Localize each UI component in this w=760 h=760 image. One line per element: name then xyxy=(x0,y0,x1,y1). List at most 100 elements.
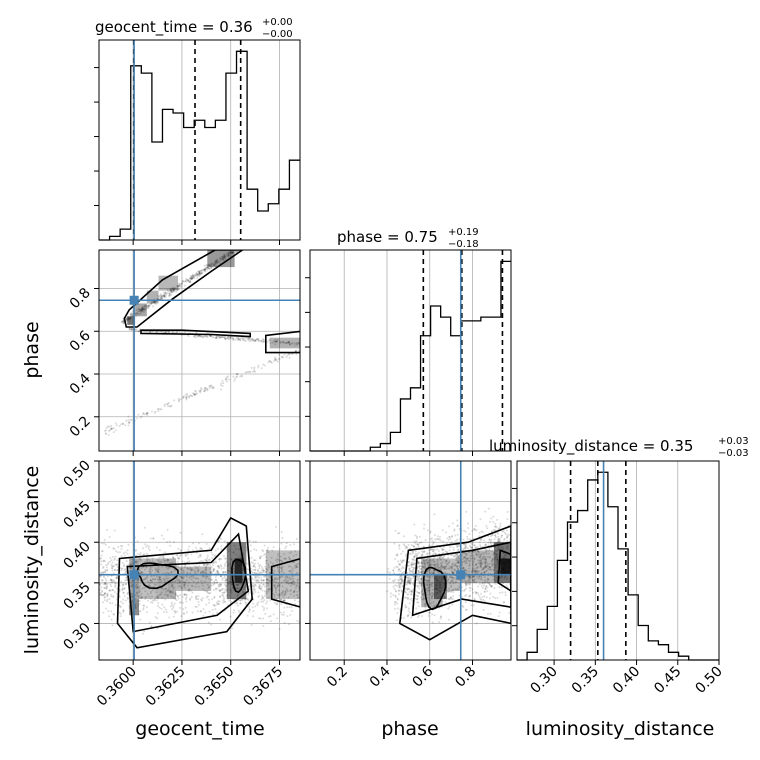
sample-point xyxy=(397,579,400,582)
sample-point xyxy=(263,595,266,598)
sample-point xyxy=(289,593,292,596)
sample-point xyxy=(145,566,148,569)
sample-point xyxy=(130,585,133,588)
sample-point xyxy=(142,308,145,311)
sample-point xyxy=(141,307,144,310)
sample-point xyxy=(148,568,151,571)
sample-point xyxy=(119,544,122,547)
sample-point xyxy=(142,307,145,310)
density-layer xyxy=(386,507,511,641)
sample-point xyxy=(265,578,268,581)
sample-point xyxy=(173,287,176,290)
sample-point xyxy=(426,529,429,532)
sample-point xyxy=(411,563,414,566)
sample-point xyxy=(142,412,145,415)
sample-point xyxy=(269,599,272,602)
sample-point xyxy=(166,595,169,598)
sample-point xyxy=(450,590,453,593)
sample-point xyxy=(121,587,124,590)
sample-point xyxy=(447,618,450,621)
sample-point xyxy=(153,302,156,305)
sample-point xyxy=(158,549,161,552)
sample-point xyxy=(404,591,407,594)
sample-point xyxy=(210,263,213,266)
sample-point xyxy=(431,588,434,591)
sample-point xyxy=(113,585,116,588)
sample-point xyxy=(449,537,452,540)
sample-point xyxy=(452,548,455,551)
sample-point xyxy=(490,549,493,552)
sample-point xyxy=(106,595,109,598)
sample-point xyxy=(212,568,215,571)
sample-point xyxy=(138,308,141,311)
sample-point xyxy=(167,292,170,295)
sample-point xyxy=(218,589,221,592)
sample-point xyxy=(155,569,158,572)
sample-point xyxy=(135,584,138,587)
sample-point xyxy=(248,610,251,613)
sample-point xyxy=(220,545,223,548)
sample-point xyxy=(279,341,282,344)
sample-point xyxy=(148,549,151,552)
sample-point xyxy=(409,570,412,573)
sample-point xyxy=(183,581,186,584)
sample-point xyxy=(465,575,468,578)
sample-point xyxy=(413,545,416,548)
sample-point xyxy=(289,343,292,346)
sample-point xyxy=(156,596,159,599)
sample-point xyxy=(464,587,467,590)
sample-point xyxy=(209,265,212,268)
sample-point xyxy=(213,595,216,598)
sample-point xyxy=(142,310,145,313)
sample-point xyxy=(410,566,413,569)
sample-point xyxy=(289,543,292,546)
sample-point xyxy=(257,570,260,573)
x-tick-label-0: 0.2 xyxy=(324,664,351,691)
sample-point xyxy=(422,559,425,562)
sample-point xyxy=(227,252,230,255)
sample-point xyxy=(496,539,499,542)
sample-point xyxy=(224,336,227,339)
sample-point xyxy=(219,584,222,587)
sample-point xyxy=(479,554,482,557)
sample-point xyxy=(201,271,204,274)
sample-point xyxy=(206,595,209,598)
sample-point xyxy=(105,600,108,603)
sample-point xyxy=(288,341,291,344)
sample-point xyxy=(444,562,447,565)
sample-point xyxy=(128,328,131,331)
sample-point xyxy=(277,584,280,587)
sample-point xyxy=(488,547,491,550)
sample-point xyxy=(294,350,297,353)
sample-point xyxy=(193,274,196,277)
sample-point xyxy=(196,392,199,395)
sample-point xyxy=(477,593,480,596)
sample-point xyxy=(262,609,265,612)
sample-point xyxy=(429,558,432,561)
sample-point xyxy=(244,336,247,339)
sample-point xyxy=(146,411,149,414)
sample-point xyxy=(176,578,179,581)
sample-point xyxy=(189,279,192,282)
sample-point xyxy=(457,555,460,558)
sample-point xyxy=(160,579,163,582)
sample-point xyxy=(209,564,212,567)
sample-point xyxy=(165,566,168,569)
sample-point xyxy=(159,593,162,596)
sample-point xyxy=(113,579,116,582)
sample-point xyxy=(216,581,219,584)
sample-point xyxy=(207,563,210,566)
sample-point xyxy=(282,571,285,574)
sample-point xyxy=(212,569,215,572)
sample-point xyxy=(441,557,444,560)
sample-point xyxy=(105,429,108,432)
sample-point xyxy=(388,577,391,580)
sample-point xyxy=(432,571,435,574)
sample-point xyxy=(142,578,145,581)
sample-point xyxy=(107,609,110,612)
sample-point xyxy=(105,587,108,590)
sample-point xyxy=(232,611,235,614)
sample-point xyxy=(289,589,292,592)
sample-point xyxy=(455,553,458,556)
sample-point xyxy=(199,335,202,338)
